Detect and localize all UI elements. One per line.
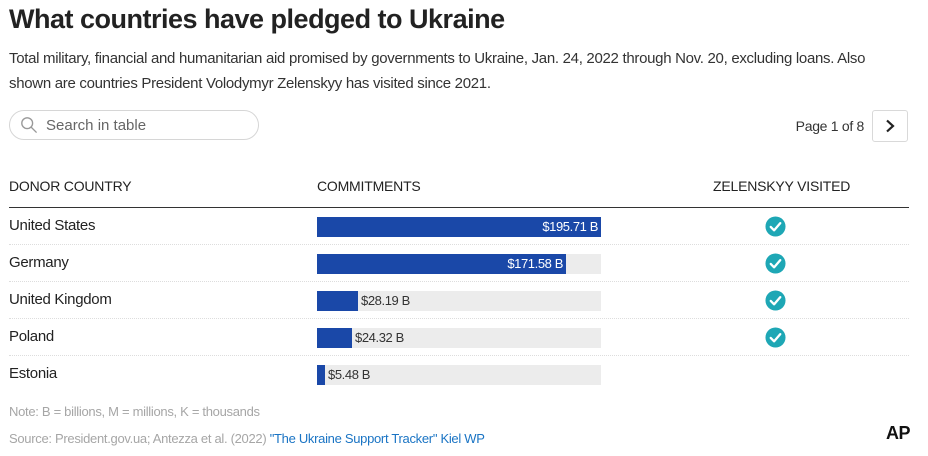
- source-text: Source: President.gov.ua; Antezza et al.…: [9, 431, 270, 446]
- pagination: Page 1 of 8: [796, 110, 908, 142]
- search-icon: [21, 117, 37, 133]
- check-circle-icon: [765, 290, 786, 311]
- table-body: United States $195.71 B Germany $171.58 B Un…: [9, 208, 909, 393]
- check-circle-icon: [765, 216, 786, 237]
- donor-country: Poland: [9, 328, 54, 345]
- commitment-bar-track: $24.32 B: [317, 328, 601, 348]
- column-header-country[interactable]: DONOR COUNTRY: [9, 178, 132, 194]
- column-header-commitments[interactable]: COMMITMENTS: [317, 178, 421, 194]
- commitment-bar: [317, 291, 358, 311]
- table-row: Germany $171.58 B: [9, 245, 909, 282]
- ap-logo: AP: [886, 423, 911, 443]
- source-line: Source: President.gov.ua; Antezza et al.…: [9, 431, 485, 446]
- donor-country: United States: [9, 217, 96, 234]
- footnote: Note: B = billions, M = millions, K = th…: [9, 404, 260, 419]
- page-title: What countries have pledged to Ukraine: [9, 4, 505, 34]
- table-row: United States $195.71 B: [9, 208, 909, 245]
- commitment-value: $171.58 B: [507, 256, 563, 271]
- column-header-visited[interactable]: ZELENSKYY VISITED: [713, 178, 851, 194]
- donor-country: Germany: [9, 254, 69, 271]
- check-circle-icon: [765, 253, 786, 274]
- table-row: Estonia $5.48 B: [9, 356, 909, 393]
- table-header: DONOR COUNTRY COMMITMENTS ZELENSKYY VISI…: [9, 170, 909, 208]
- page-subtitle: Total military, financial and humanitari…: [9, 50, 866, 92]
- search-input[interactable]: [46, 116, 246, 134]
- search-box[interactable]: [9, 110, 259, 140]
- commitment-bar: [317, 328, 352, 348]
- commitment-value: $5.48 B: [328, 367, 371, 382]
- page-indicator: Page 1 of 8: [795, 118, 865, 134]
- commitment-bar: [317, 365, 325, 385]
- donor-country: United Kingdom: [9, 291, 112, 308]
- table-row: United Kingdom $28.19 B: [9, 282, 909, 319]
- commitment-bar-track: $171.58 B: [317, 254, 601, 274]
- commitment-bar-track: $195.71 B: [317, 217, 601, 237]
- commitment-value: $28.19 B: [361, 293, 410, 308]
- source-link[interactable]: "The Ukraine Support Tracker" Kiel WP: [269, 431, 485, 446]
- donor-country: Estonia: [9, 365, 57, 382]
- chevron-right-icon: [886, 119, 895, 133]
- table-row: Poland $24.32 B: [9, 319, 909, 356]
- commitment-bar-track: $5.48 B: [317, 365, 601, 385]
- commitment-value: $195.71 B: [542, 219, 598, 234]
- commitment-value: $24.32 B: [355, 330, 404, 345]
- commitment-bar: [317, 254, 566, 274]
- commitment-bar-track: $28.19 B: [317, 291, 601, 311]
- commitment-bar: [317, 217, 601, 237]
- check-circle-icon: [765, 327, 786, 348]
- next-page-button[interactable]: [872, 110, 908, 142]
